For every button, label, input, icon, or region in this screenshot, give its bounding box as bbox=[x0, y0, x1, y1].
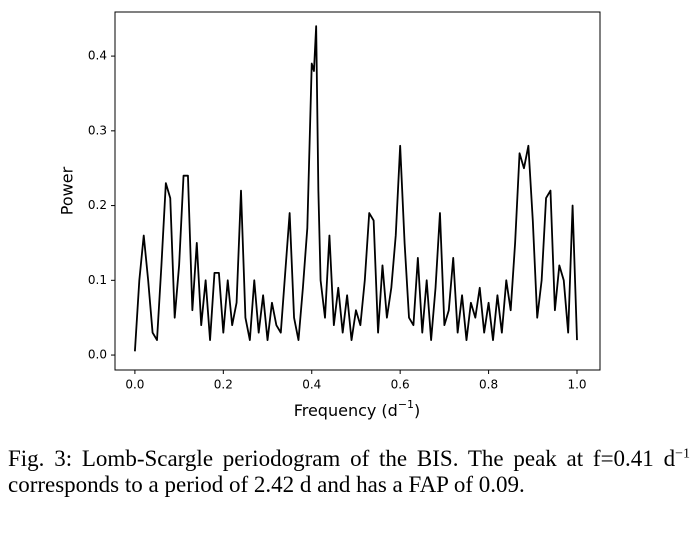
x-tick-label: 1.0 bbox=[567, 378, 586, 392]
y-tick-label: 0.1 bbox=[88, 273, 107, 287]
x-axis-label: Frequency (d−1) bbox=[294, 398, 421, 420]
axes-frame bbox=[114, 11, 601, 371]
caption: Fig. 3: Lomb-Scargle periodogram of the … bbox=[8, 446, 690, 498]
x-label-text: Frequency (d bbox=[294, 401, 398, 420]
y-axis-label: Power bbox=[58, 166, 77, 215]
caption-text: Fig. 3: Lomb-Scargle periodogram of the … bbox=[8, 446, 676, 471]
x-label-sup: −1 bbox=[398, 398, 414, 411]
y-tick-label: 0.2 bbox=[88, 198, 107, 212]
series-line bbox=[134, 25, 578, 352]
y-tick-label: 0.4 bbox=[88, 49, 107, 63]
y-tick-label: 0.0 bbox=[88, 348, 107, 362]
x-tick-label: 0.4 bbox=[302, 378, 321, 392]
caption-sup: −1 bbox=[675, 446, 690, 462]
x-tick-label: 0.6 bbox=[391, 378, 410, 392]
x-tick-label: 0.2 bbox=[214, 378, 233, 392]
x-tick-label: 0.0 bbox=[125, 378, 144, 392]
y-tick-label: 0.3 bbox=[88, 123, 107, 137]
x-label-text: ) bbox=[414, 401, 420, 420]
x-tick-label: 0.8 bbox=[479, 378, 498, 392]
caption-text: corresponds to a period of 2.42 d and ha… bbox=[8, 472, 525, 497]
chart: Frequency (d−1) Power 0.0 0.2 0.4 0.6 0.8 1.0… bbox=[58, 11, 601, 420]
